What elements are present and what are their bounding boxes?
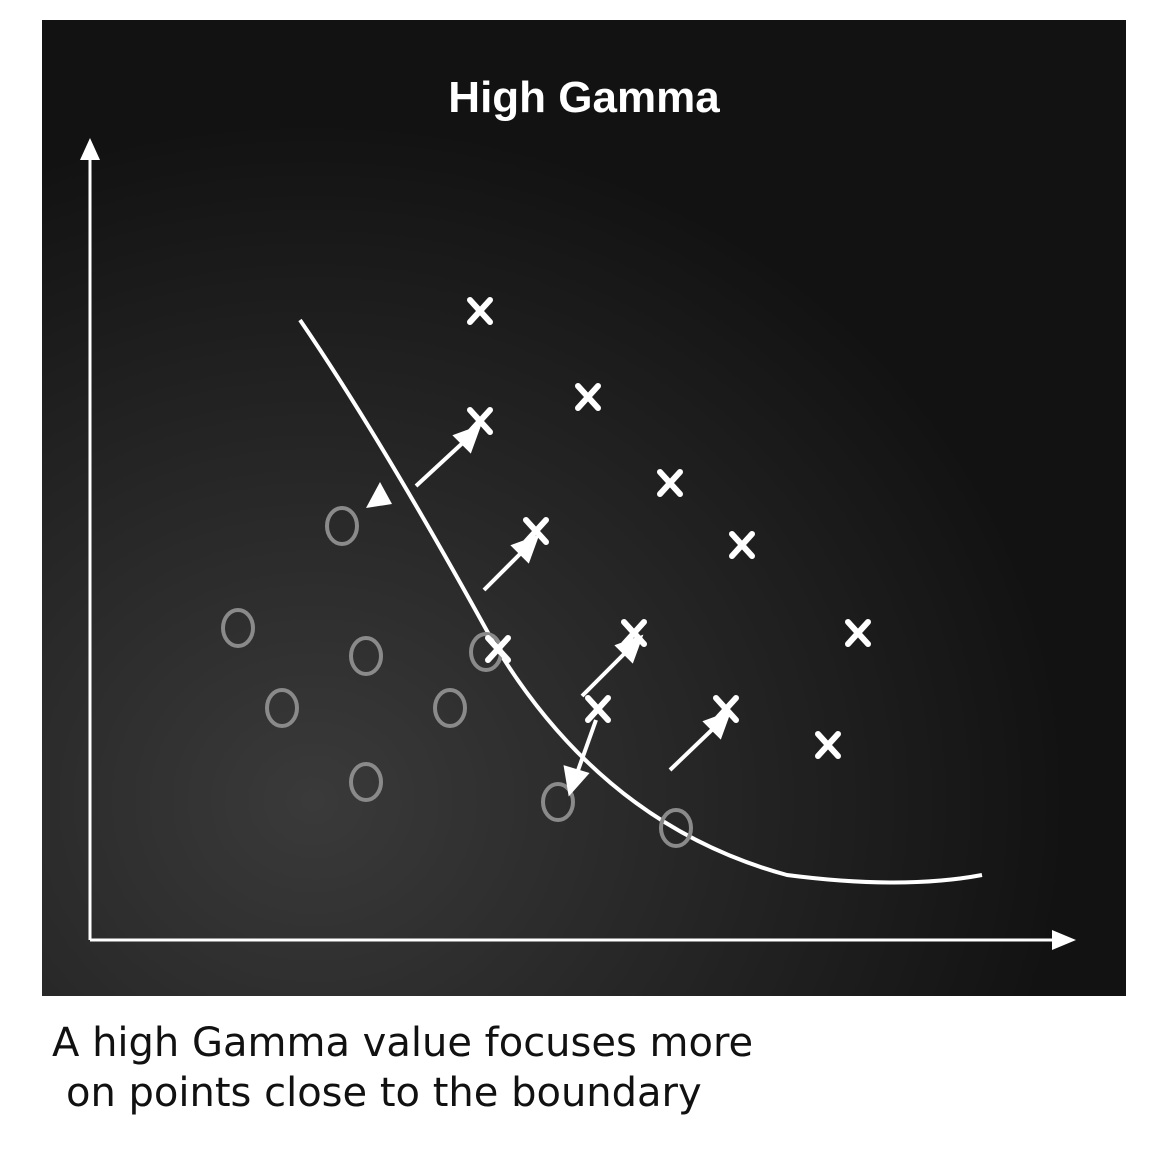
cross-point: [729, 531, 755, 559]
decision-boundary-curve: [298, 318, 983, 885]
influence-arrow: [482, 546, 528, 592]
influence-arrowhead: [563, 765, 590, 797]
x-axis-arrowhead: [1052, 930, 1076, 950]
cross-point: [585, 695, 611, 723]
influence-arrowhead: [452, 424, 482, 454]
caption-line-2: on points close to the boundary: [66, 1070, 702, 1116]
cross-point: [467, 297, 493, 325]
circle-point: [349, 762, 383, 802]
circle-point: [265, 688, 299, 728]
cross-point: [845, 619, 871, 647]
cross-point: [575, 383, 601, 411]
influence-arrow: [414, 436, 470, 488]
influence-arrowhead: [510, 534, 540, 564]
circle-point: [659, 808, 693, 848]
cross-point: [485, 635, 511, 663]
y-axis-arrowhead: [80, 138, 100, 160]
influence-arrow: [574, 719, 598, 777]
diagram-title: High Gamma: [448, 73, 720, 122]
circle-point: [541, 782, 575, 822]
diagram-canvas: High Gamma: [42, 20, 1126, 996]
caption: A high Gamma value focuses more on point…: [52, 1018, 1152, 1118]
circle-class-group: [221, 506, 693, 848]
influence-arrowhead: [614, 634, 644, 664]
circle-point: [221, 608, 255, 648]
boundary-direction-arrowhead: [366, 482, 392, 508]
cross-point: [815, 731, 841, 759]
influence-arrows: [414, 424, 732, 797]
panel-background: [42, 20, 1126, 996]
circle-point: [349, 636, 383, 676]
influence-arrowhead: [702, 710, 732, 740]
cross-point: [657, 469, 683, 497]
influence-arrow: [580, 646, 632, 698]
influence-arrow: [668, 722, 720, 772]
figure-panel: High Gamma: [42, 20, 1126, 996]
circle-point: [325, 506, 359, 546]
axes: [88, 155, 1057, 942]
cross-class-group: [467, 297, 871, 759]
caption-line-1: A high Gamma value focuses more: [52, 1020, 754, 1066]
circle-point: [433, 688, 467, 728]
